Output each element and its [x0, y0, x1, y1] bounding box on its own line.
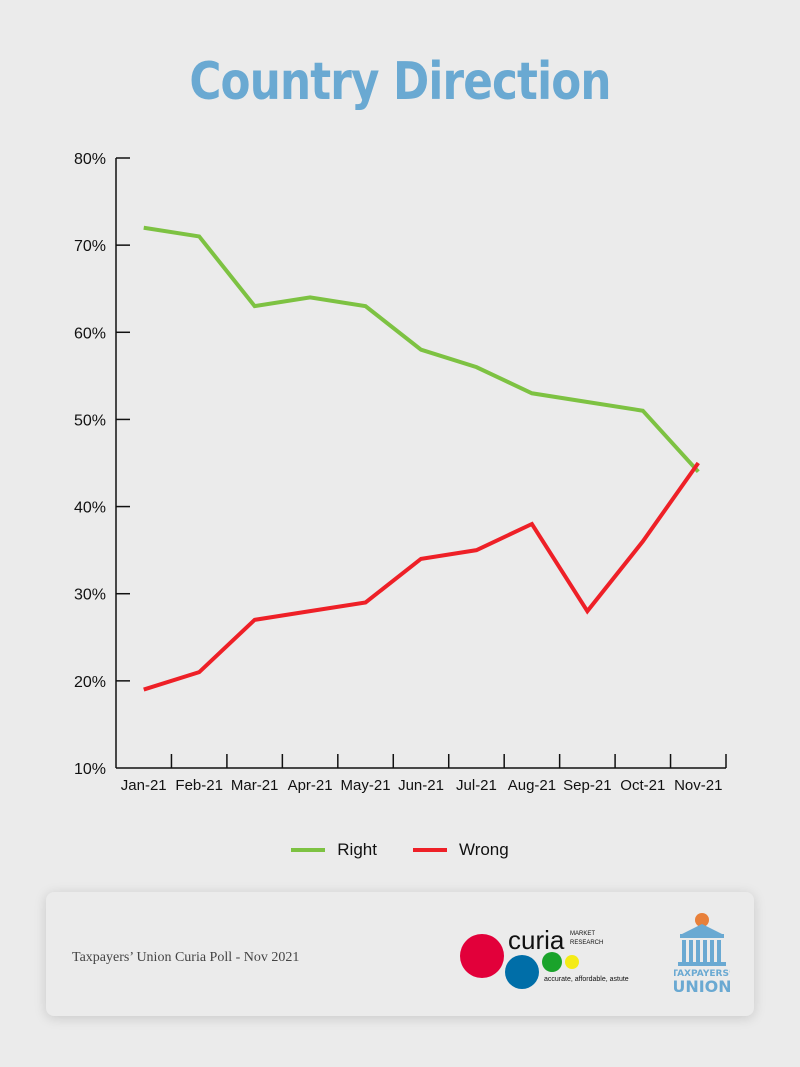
tu-emblem-icon	[695, 913, 709, 927]
y-tick-label: 80%	[74, 151, 106, 168]
curia-tagline: accurate, affordable, astute	[544, 976, 629, 983]
y-tick-label: 40%	[74, 500, 106, 517]
axes	[115, 158, 726, 769]
y-tick-label: 50%	[74, 412, 106, 429]
x-tick-label: Jan-21	[121, 777, 167, 794]
x-tick-label: Jul-21	[456, 777, 497, 794]
x-tick-label: May-21	[341, 777, 391, 794]
curia-sub1: MARKET	[570, 931, 595, 937]
legend-swatch-wrong	[412, 848, 447, 852]
legend-label-right: Right	[337, 840, 377, 859]
legend-item-right: Right	[291, 840, 377, 860]
curia-green-circle	[542, 952, 562, 972]
curia-wordmark: curia	[508, 925, 565, 955]
y-tick-label: 70%	[74, 238, 106, 255]
y-tick-label: 30%	[74, 587, 106, 604]
legend-label-wrong: Wrong	[458, 840, 509, 859]
y-tick-label: 10%	[74, 761, 106, 778]
x-tick-label: Mar-21	[231, 777, 279, 794]
x-tick-label: Jun-21	[398, 777, 444, 794]
x-tick-label: Oct-21	[620, 777, 665, 794]
taxpayers-union-logo: TAXPAYERS’ UNION	[674, 913, 730, 996]
x-tick-label: Nov-21	[674, 777, 722, 794]
x-axis-ticks: Jan-21 Feb-21 Mar-21 Apr-21 May-21 Jun-21 Jul-…	[121, 754, 727, 794]
curia-logo: curia MARKET RESEARCH accurate, affordab…	[460, 925, 629, 989]
series-line-wrong	[143, 461, 700, 692]
tu-line2: UNION	[674, 977, 730, 996]
curia-yellow-circle	[565, 955, 579, 969]
legend: Right Wrong	[0, 840, 800, 860]
curia-blue-circle	[505, 955, 539, 989]
curia-red-circle	[460, 934, 504, 978]
series-lines	[143, 225, 700, 692]
curia-sub2: RESEARCH	[570, 940, 603, 946]
line-chart: 10% 20% 30% 40% 50% 60% 70% 80% Jan-21 Feb-21 Mar…	[74, 151, 727, 794]
source-text: Taxpayers’ Union Curia Poll - Nov 2021	[72, 950, 300, 965]
x-tick-label: Feb-21	[175, 777, 223, 794]
y-tick-label: 60%	[74, 325, 106, 342]
legend-item-wrong: Wrong	[412, 840, 509, 860]
y-axis-ticks: 10% 20% 30% 40% 50% 60% 70% 80%	[74, 151, 130, 778]
x-tick-label: Sep-21	[563, 777, 611, 794]
tu-line1: TAXPAYERS’	[674, 969, 730, 979]
chart-title: Country Direction	[189, 52, 611, 112]
x-tick-label: Apr-21	[288, 777, 333, 794]
footer-card: Taxpayers’ Union Curia Poll - Nov 2021 c…	[46, 892, 754, 1016]
x-tick-label: Aug-21	[508, 777, 556, 794]
legend-swatch-right	[291, 848, 326, 852]
y-tick-label: 20%	[74, 674, 106, 691]
